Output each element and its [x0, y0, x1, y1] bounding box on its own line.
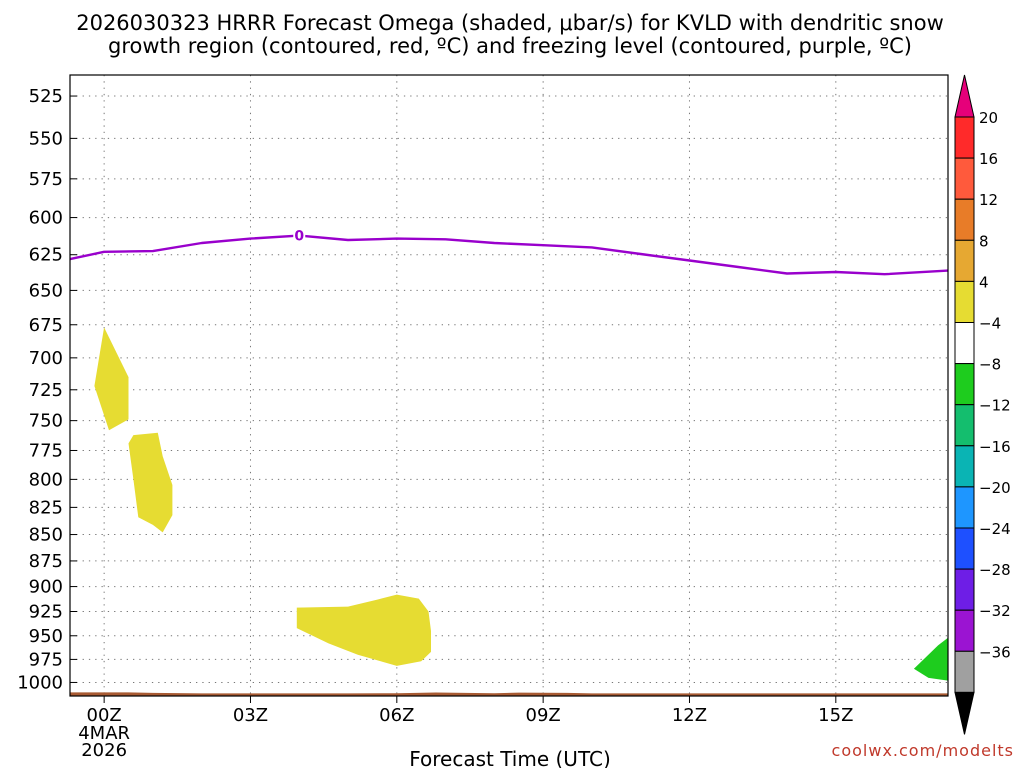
colorbar-label-5: 4: [979, 273, 989, 291]
colorbar-label-14: −36: [979, 643, 1011, 661]
colorbar-label-13: −32: [979, 602, 1011, 620]
colorbar-label-2: 16: [979, 150, 998, 168]
colorbar-box-4: [954, 239, 975, 282]
colorbar-box-1: [954, 116, 975, 159]
colorbar-box-8: [954, 404, 975, 447]
y-tick-label-525: 525: [29, 86, 63, 107]
colorbar-box-13: [954, 609, 975, 652]
y-tick-label-850: 850: [29, 525, 63, 546]
omega-region-4: [913, 637, 948, 681]
colorbar-box-14: [954, 650, 975, 693]
y-tick-label-1000: 1000: [17, 672, 63, 693]
y-tick-label-625: 625: [29, 245, 63, 266]
chart-title-line-1: 2026030323 HRRR Forecast Omega (shaded, …: [76, 11, 944, 35]
colorbar-box-3: [954, 198, 975, 241]
colorbar-label-8: −12: [979, 397, 1011, 415]
colorbar-box-5: [954, 280, 975, 323]
colorbar-label-10: −20: [979, 479, 1011, 497]
y-tick-label-725: 725: [29, 380, 63, 401]
credit-text: coolwx.com/modelts: [832, 741, 1014, 760]
colorbar-box-10: [954, 486, 975, 529]
terrain-fill: [70, 692, 948, 696]
x-tick-label-09Z: 09Z: [526, 705, 561, 726]
y-tick-label-550: 550: [29, 128, 63, 149]
y-tick-label-900: 900: [29, 577, 63, 598]
colorbar-label-4: 8: [979, 232, 989, 250]
y-tick-label-975: 975: [29, 649, 63, 670]
x-tick-label-15Z: 15Z: [818, 705, 853, 726]
y-tick-label-925: 925: [29, 602, 63, 623]
colorbar-box-12: [954, 568, 975, 611]
colorbar-bottom-arrow: [954, 691, 975, 735]
omega-colorbar: 20 16 12 8 4 −4 −8 −12 −16 −20 −24 −28 −32 −36: [954, 74, 1011, 735]
colorbar-label-3: 12: [979, 191, 998, 209]
y-tick-label-825: 825: [29, 497, 63, 518]
freezing-level-line: [69, 234, 949, 276]
colorbar-box-11: [954, 527, 975, 570]
chart-title-line-2: growth region (contoured, red, ºC) and f…: [108, 34, 912, 58]
x-tick-label-06Z: 06Z: [379, 705, 414, 726]
x-tick-label-00Z: 00Z: [87, 705, 122, 726]
y-tick-label-800: 800: [29, 469, 63, 490]
colorbar-box-7: [954, 363, 975, 406]
colorbar-box-2: [954, 157, 975, 200]
colorbar-label-11: −24: [979, 520, 1011, 538]
x-date-label-2: 2026: [81, 740, 127, 761]
y-tick-label-875: 875: [29, 551, 63, 572]
y-tick-label-675: 675: [29, 315, 63, 336]
colorbar-label-9: −16: [979, 438, 1011, 456]
colorbar-label-7: −8: [979, 356, 1001, 374]
grid-lines: [70, 75, 948, 696]
y-tick-label-700: 700: [29, 348, 63, 369]
y-tick-label-775: 775: [29, 440, 63, 461]
x-date-label-1: 4MAR: [78, 723, 130, 744]
omega-region-1: [94, 327, 129, 431]
y-tick-label-650: 650: [29, 280, 63, 301]
x-tick-label-12Z: 12Z: [672, 705, 707, 726]
y-tick-label-600: 600: [29, 208, 63, 229]
colorbar-box-9: [954, 445, 975, 488]
omega-region-3: [296, 594, 431, 666]
colorbar-top-arrow: [954, 74, 975, 118]
y-tick-label-950: 950: [29, 626, 63, 647]
freezing-level-label-bg: [293, 227, 306, 243]
y-tick-label-575: 575: [29, 169, 63, 190]
omega-shading: [94, 327, 948, 681]
colorbar-label-1: 20: [979, 109, 998, 127]
terrain: [70, 692, 948, 696]
y-tick-label-750: 750: [29, 411, 63, 432]
colorbar-box-6: [954, 322, 975, 365]
x-axis-label: Forecast Time (UTC): [409, 747, 611, 768]
plot-frame: [69, 74, 949, 697]
freezing-level-contour: 0: [69, 227, 949, 276]
colorbar-label-12: −28: [979, 561, 1011, 579]
omega-region-2: [128, 432, 173, 533]
freezing-level-label: 0: [294, 229, 304, 245]
colorbar-label-6: −4: [979, 315, 1001, 333]
x-tick-label-03Z: 03Z: [233, 705, 268, 726]
y-axis: 525 550 575 600 625 650 675 700 725 750 775 800 825 8…: [17, 86, 77, 693]
